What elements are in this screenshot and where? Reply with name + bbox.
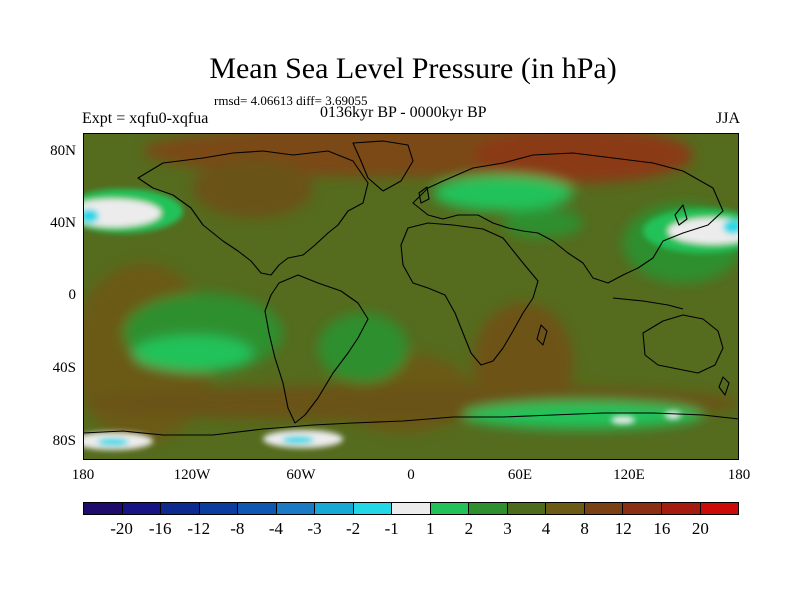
coast-new-zealand: [718, 376, 730, 396]
colorbar-box: [238, 502, 277, 515]
low-pacific-east-center: [83, 209, 99, 223]
coast-australia: [642, 314, 724, 374]
low-south-west-center: [97, 438, 129, 446]
field-siberia-high: [473, 133, 693, 183]
colorbar-label: -2: [346, 519, 361, 538]
colorbar-label: 1: [426, 519, 435, 538]
colorbar-box: [584, 502, 624, 515]
lon-label-0: 0: [407, 467, 415, 483]
low-pacific-west-center: [723, 220, 739, 234]
map-title: Mean Sea Level Pressure (in hPa): [209, 52, 617, 85]
colorbar-label: 20: [691, 519, 709, 538]
coast-eurasia: [412, 152, 724, 284]
lat-label-equator: 0: [68, 287, 77, 303]
colorbar-box: [392, 502, 431, 515]
field-south-pacific-low: [133, 335, 253, 371]
lat-label-80n: 80N: [50, 143, 76, 159]
lon-label-120e: 120E: [613, 467, 645, 483]
coast-greenland: [352, 140, 414, 192]
coast-africa: [400, 222, 539, 366]
colorbar-box: [161, 502, 200, 515]
coast-antarctica: [83, 412, 739, 436]
colorbar-label: 12: [614, 519, 632, 538]
colorbar-box: [276, 502, 316, 515]
colorbar-box: [661, 502, 701, 515]
field-south-atlantic-low: [318, 313, 408, 383]
colorbar-box: [430, 502, 470, 515]
colorbar-box: [122, 502, 162, 515]
colorbar-label: -16: [148, 519, 172, 538]
lat-label-40s: 40S: [52, 360, 76, 376]
colorbar-label: 4: [541, 519, 551, 538]
colorbar-label: 8: [580, 519, 589, 538]
colorbar-label: -1: [384, 519, 399, 538]
colorbar-box: [546, 502, 585, 515]
colorbar-label: 16: [653, 519, 671, 538]
coast-north-america: [137, 150, 369, 276]
lon-label-120w: 120W: [173, 467, 211, 483]
period-label: 0136kyr BP - 0000kyr BP: [320, 104, 487, 121]
lon-label-60w: 60W: [286, 467, 316, 483]
colorbar-box: [315, 502, 354, 515]
experiment-label: Expt = xqfu0-xqfua: [82, 110, 209, 127]
colorbar-box: [507, 502, 547, 515]
season-label: JJA: [716, 110, 741, 127]
colorbar-label: -3: [307, 519, 322, 538]
coast-indonesia: [612, 297, 684, 310]
colorbar-label: 3: [503, 519, 512, 538]
low-pacific-east-core: [83, 199, 161, 227]
field-antarctic-coast: [463, 401, 703, 429]
lon-label-60e: 60E: [507, 467, 533, 483]
colorbar-box: [353, 502, 393, 515]
lat-label-80s: 80S: [52, 433, 76, 449]
pressure-map: [83, 133, 739, 460]
colorbar-box: [623, 502, 662, 515]
colorbar-box: [700, 502, 740, 515]
map-frame: [83, 133, 739, 460]
low-amundsen-center: [282, 436, 314, 444]
colorbar-label: -8: [230, 519, 245, 538]
coast-madagascar: [536, 324, 548, 346]
colorbar-box: [83, 502, 123, 515]
colorbar-label: 2: [464, 519, 474, 538]
lon-label-180e: 180: [727, 467, 751, 483]
colorbar-label: -4: [268, 519, 284, 538]
statistics-text: rmsd= 4.06613 diff= 3.69055: [214, 93, 368, 108]
colorbar-box: [199, 502, 239, 515]
coast-britain: [418, 186, 430, 204]
colorbar-box: [469, 502, 508, 515]
field-arabia: [503, 208, 583, 238]
low-east-antarctic: [611, 416, 635, 424]
coast-japan: [674, 204, 688, 226]
colorbar: [83, 502, 740, 515]
coast-south-america: [264, 274, 369, 424]
lat-label-40n: 40N: [50, 215, 76, 231]
colorbar-label: -12: [187, 519, 211, 538]
low-east-antarctic-2: [665, 411, 681, 419]
field-europe-low: [433, 175, 573, 211]
colorbar-label: -20: [110, 519, 133, 538]
lon-label-180w: 180: [71, 467, 95, 483]
low-pacific-west-core: [668, 218, 739, 244]
field-canada-high: [193, 158, 313, 218]
